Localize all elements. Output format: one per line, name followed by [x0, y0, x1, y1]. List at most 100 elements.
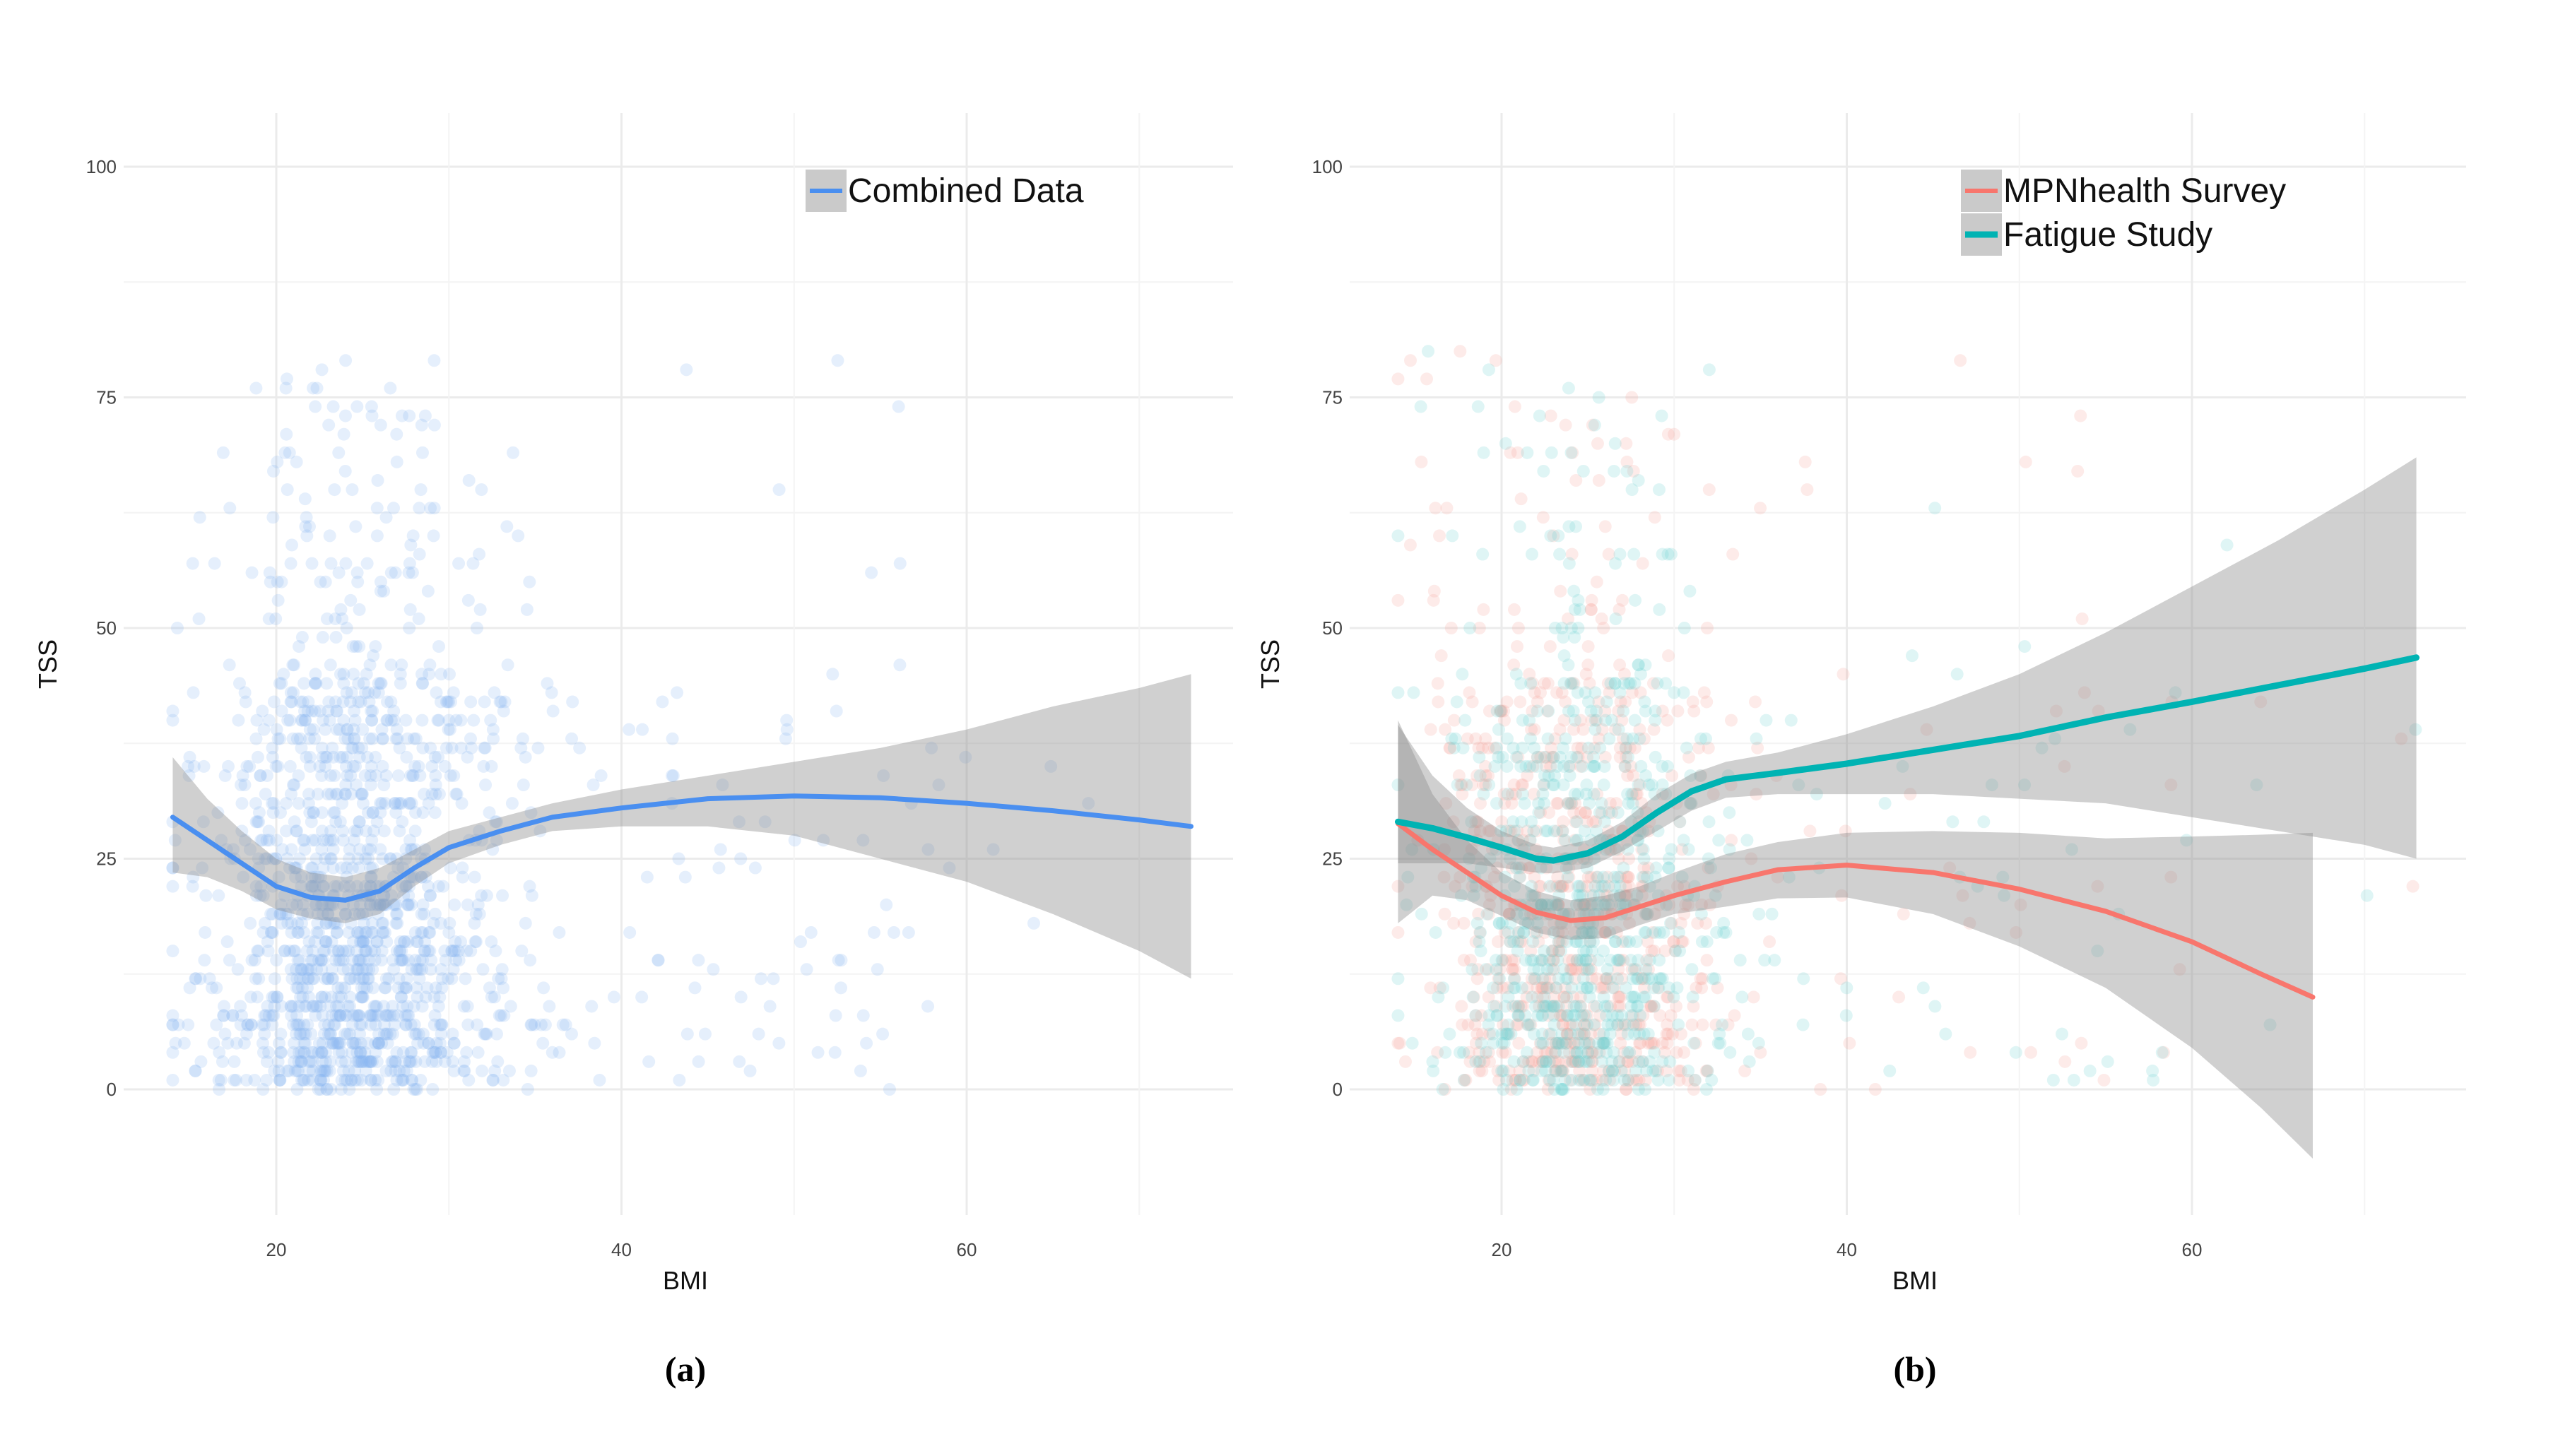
scatter-point — [1480, 907, 1494, 921]
scatter-point — [1620, 464, 1634, 478]
scatter-point — [1482, 1046, 1495, 1059]
scatter-point — [281, 1064, 294, 1077]
scatter-point — [1601, 1000, 1614, 1013]
scatter-point — [1519, 916, 1532, 930]
scatter-point — [1504, 446, 1517, 459]
scatter-point — [1550, 1036, 1563, 1050]
scatter-point — [435, 1027, 448, 1041]
scatter-point — [500, 520, 514, 533]
scatter-point — [1482, 741, 1495, 754]
scatter-point — [1699, 732, 1712, 745]
scatter-point — [1499, 1000, 1512, 1013]
scatter-point — [351, 575, 365, 588]
scatter-point — [320, 1083, 334, 1096]
scatter-point — [259, 1009, 273, 1022]
scatter-point — [1665, 843, 1678, 856]
scatter-point — [410, 1027, 423, 1041]
scatter-point — [666, 769, 679, 782]
scatter-point — [379, 972, 393, 986]
scatter-point — [1479, 769, 1492, 782]
scatter-point — [469, 907, 483, 921]
scatter-point — [384, 381, 397, 395]
scatter-point — [1581, 741, 1595, 754]
scatter-point — [1637, 852, 1651, 865]
scatter-point — [1525, 548, 1538, 561]
scatter-point — [1897, 907, 1910, 921]
scatter-point — [366, 704, 379, 718]
scatter-point — [1489, 354, 1502, 367]
scatter-point — [1632, 954, 1645, 967]
scatter-point — [435, 1018, 448, 1031]
scatter-point — [166, 1046, 179, 1059]
scatter-point — [372, 1036, 386, 1050]
scatter-point — [373, 898, 387, 911]
scatter-point — [1543, 880, 1556, 893]
scatter-point — [1692, 741, 1705, 754]
scatter-point — [329, 788, 343, 801]
scatter-point — [1596, 880, 1609, 893]
scatter-point — [425, 954, 438, 967]
scatter-point — [465, 741, 478, 754]
scatter-point — [1649, 861, 1663, 875]
scatter-point — [290, 1009, 304, 1022]
scatter-point — [341, 963, 355, 976]
scatter-point — [468, 870, 481, 884]
scatter-point — [1723, 806, 1736, 819]
scatter-point — [1634, 1018, 1647, 1031]
scatter-point — [1581, 1046, 1595, 1059]
scatter-point — [1507, 935, 1521, 949]
scatter-point — [1497, 704, 1511, 718]
scatter-point — [1584, 1027, 1598, 1041]
scatter-point — [2024, 1046, 2037, 1059]
scatter-point — [1639, 907, 1652, 921]
scatter-point — [1521, 1018, 1534, 1031]
scatter-point — [387, 1009, 400, 1022]
scatter-point — [197, 759, 211, 773]
scatter-point — [183, 981, 196, 995]
scatter-point — [254, 769, 267, 782]
scatter-point — [355, 1055, 369, 1068]
scatter-point — [251, 945, 264, 958]
scatter-point — [1550, 1064, 1563, 1077]
scatter-point — [262, 714, 276, 727]
scatter-point — [340, 1073, 353, 1087]
scatter-point — [1456, 668, 1469, 681]
scatter-point — [371, 1009, 384, 1022]
scatter-point — [1597, 1027, 1610, 1041]
scatter-point — [249, 880, 263, 893]
scatter-point — [492, 972, 505, 986]
scatter-point — [1597, 1036, 1610, 1050]
scatter-point — [1566, 954, 1579, 967]
scatter-point — [1578, 1018, 1591, 1031]
scatter-point — [424, 502, 437, 515]
scatter-point — [1608, 677, 1622, 690]
scatter-point — [1429, 502, 1442, 515]
scatter-point — [1684, 769, 1697, 782]
scatter-point — [1567, 990, 1580, 1004]
scatter-point — [1519, 759, 1533, 773]
scatter-point — [538, 1018, 552, 1031]
scatter-point — [371, 907, 384, 921]
scatter-point — [1559, 1036, 1572, 1050]
scatter-point — [1543, 1027, 1556, 1041]
scatter-point — [1438, 1083, 1451, 1096]
scatter-point — [484, 714, 497, 727]
scatter-point — [1612, 723, 1625, 736]
scatter-point — [356, 963, 370, 976]
scatter-point — [1635, 843, 1649, 856]
scatter-point — [357, 972, 370, 986]
scatter-point — [315, 741, 329, 754]
scatter-point — [1492, 916, 1506, 930]
scatter-point — [1499, 824, 1513, 838]
scatter-point — [780, 714, 794, 727]
scatter-point — [287, 1046, 300, 1059]
scatter-point — [350, 1055, 363, 1068]
scatter-point — [1429, 925, 1442, 939]
scatter-point — [370, 1055, 384, 1068]
scatter-point — [1544, 529, 1557, 543]
scatter-point — [1535, 1036, 1548, 1050]
scatter-point — [1474, 945, 1487, 958]
scatter-point — [254, 880, 268, 893]
scatter-point — [1582, 797, 1596, 810]
scatter-point — [408, 732, 421, 745]
